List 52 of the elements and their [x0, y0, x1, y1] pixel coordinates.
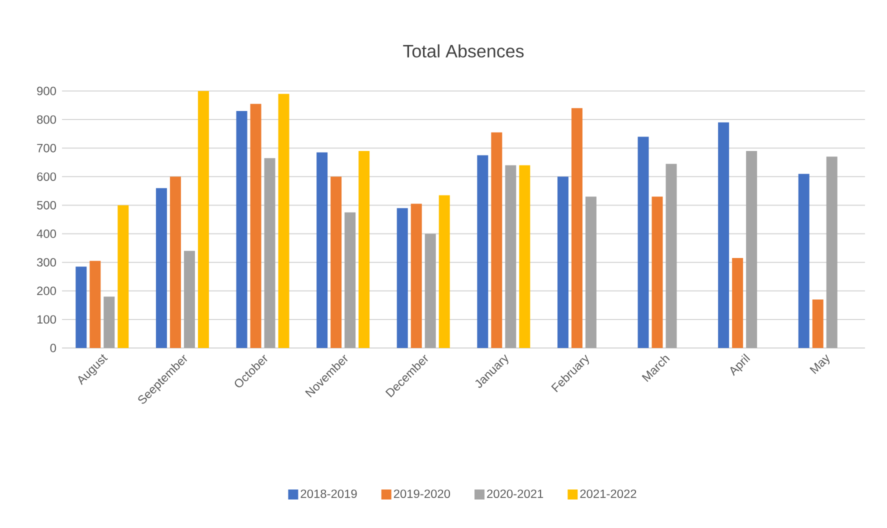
bar — [264, 158, 276, 348]
bar — [250, 104, 262, 348]
bar — [184, 250, 195, 348]
bar — [519, 165, 530, 348]
legend-label: 2021-2022 — [580, 490, 636, 498]
bar — [638, 136, 649, 348]
bar — [666, 164, 677, 348]
y-tick-label: 800 — [37, 115, 56, 124]
bar — [156, 188, 167, 348]
bar — [118, 205, 129, 348]
y-tick-label: 200 — [37, 286, 56, 296]
bar — [396, 208, 408, 348]
y-tick-label: 0 — [50, 344, 56, 352]
bar — [278, 94, 290, 348]
bar — [170, 176, 181, 348]
y-tick-label: 700 — [37, 144, 56, 152]
bar — [76, 266, 87, 348]
legend-label: 2018-2019 — [300, 490, 357, 498]
chart-title: Total Absences — [403, 44, 524, 58]
bar — [491, 132, 502, 348]
bar — [585, 196, 596, 348]
bar — [477, 155, 488, 348]
bar — [316, 152, 328, 348]
bar — [798, 174, 810, 348]
bar — [424, 234, 436, 348]
y-tick-label: 400 — [36, 230, 56, 238]
bar — [358, 150, 370, 348]
bar — [812, 299, 824, 348]
y-tick-label: 100 — [37, 315, 56, 324]
x-tick-label: May — [810, 354, 830, 374]
bar — [746, 150, 758, 348]
bar — [90, 260, 101, 348]
y-tick-label: 300 — [36, 258, 56, 267]
bar — [236, 110, 248, 348]
y-tick-label: 500 — [37, 200, 56, 210]
legend-label: 2019-2020 — [394, 490, 450, 498]
bar — [652, 196, 663, 348]
bar — [505, 165, 516, 348]
bar — [826, 156, 838, 348]
bar — [557, 176, 568, 348]
bar — [330, 176, 342, 348]
y-tick-label: 900 — [37, 86, 56, 96]
bar — [571, 108, 582, 348]
bar — [104, 296, 115, 348]
y-tick-label: 600 — [37, 172, 56, 181]
legend-label: 2020-2021 — [487, 490, 544, 498]
bar — [438, 195, 450, 348]
bar — [344, 212, 356, 348]
bar — [718, 122, 730, 348]
bar — [410, 204, 422, 348]
bar — [198, 91, 209, 348]
bar — [732, 258, 744, 348]
